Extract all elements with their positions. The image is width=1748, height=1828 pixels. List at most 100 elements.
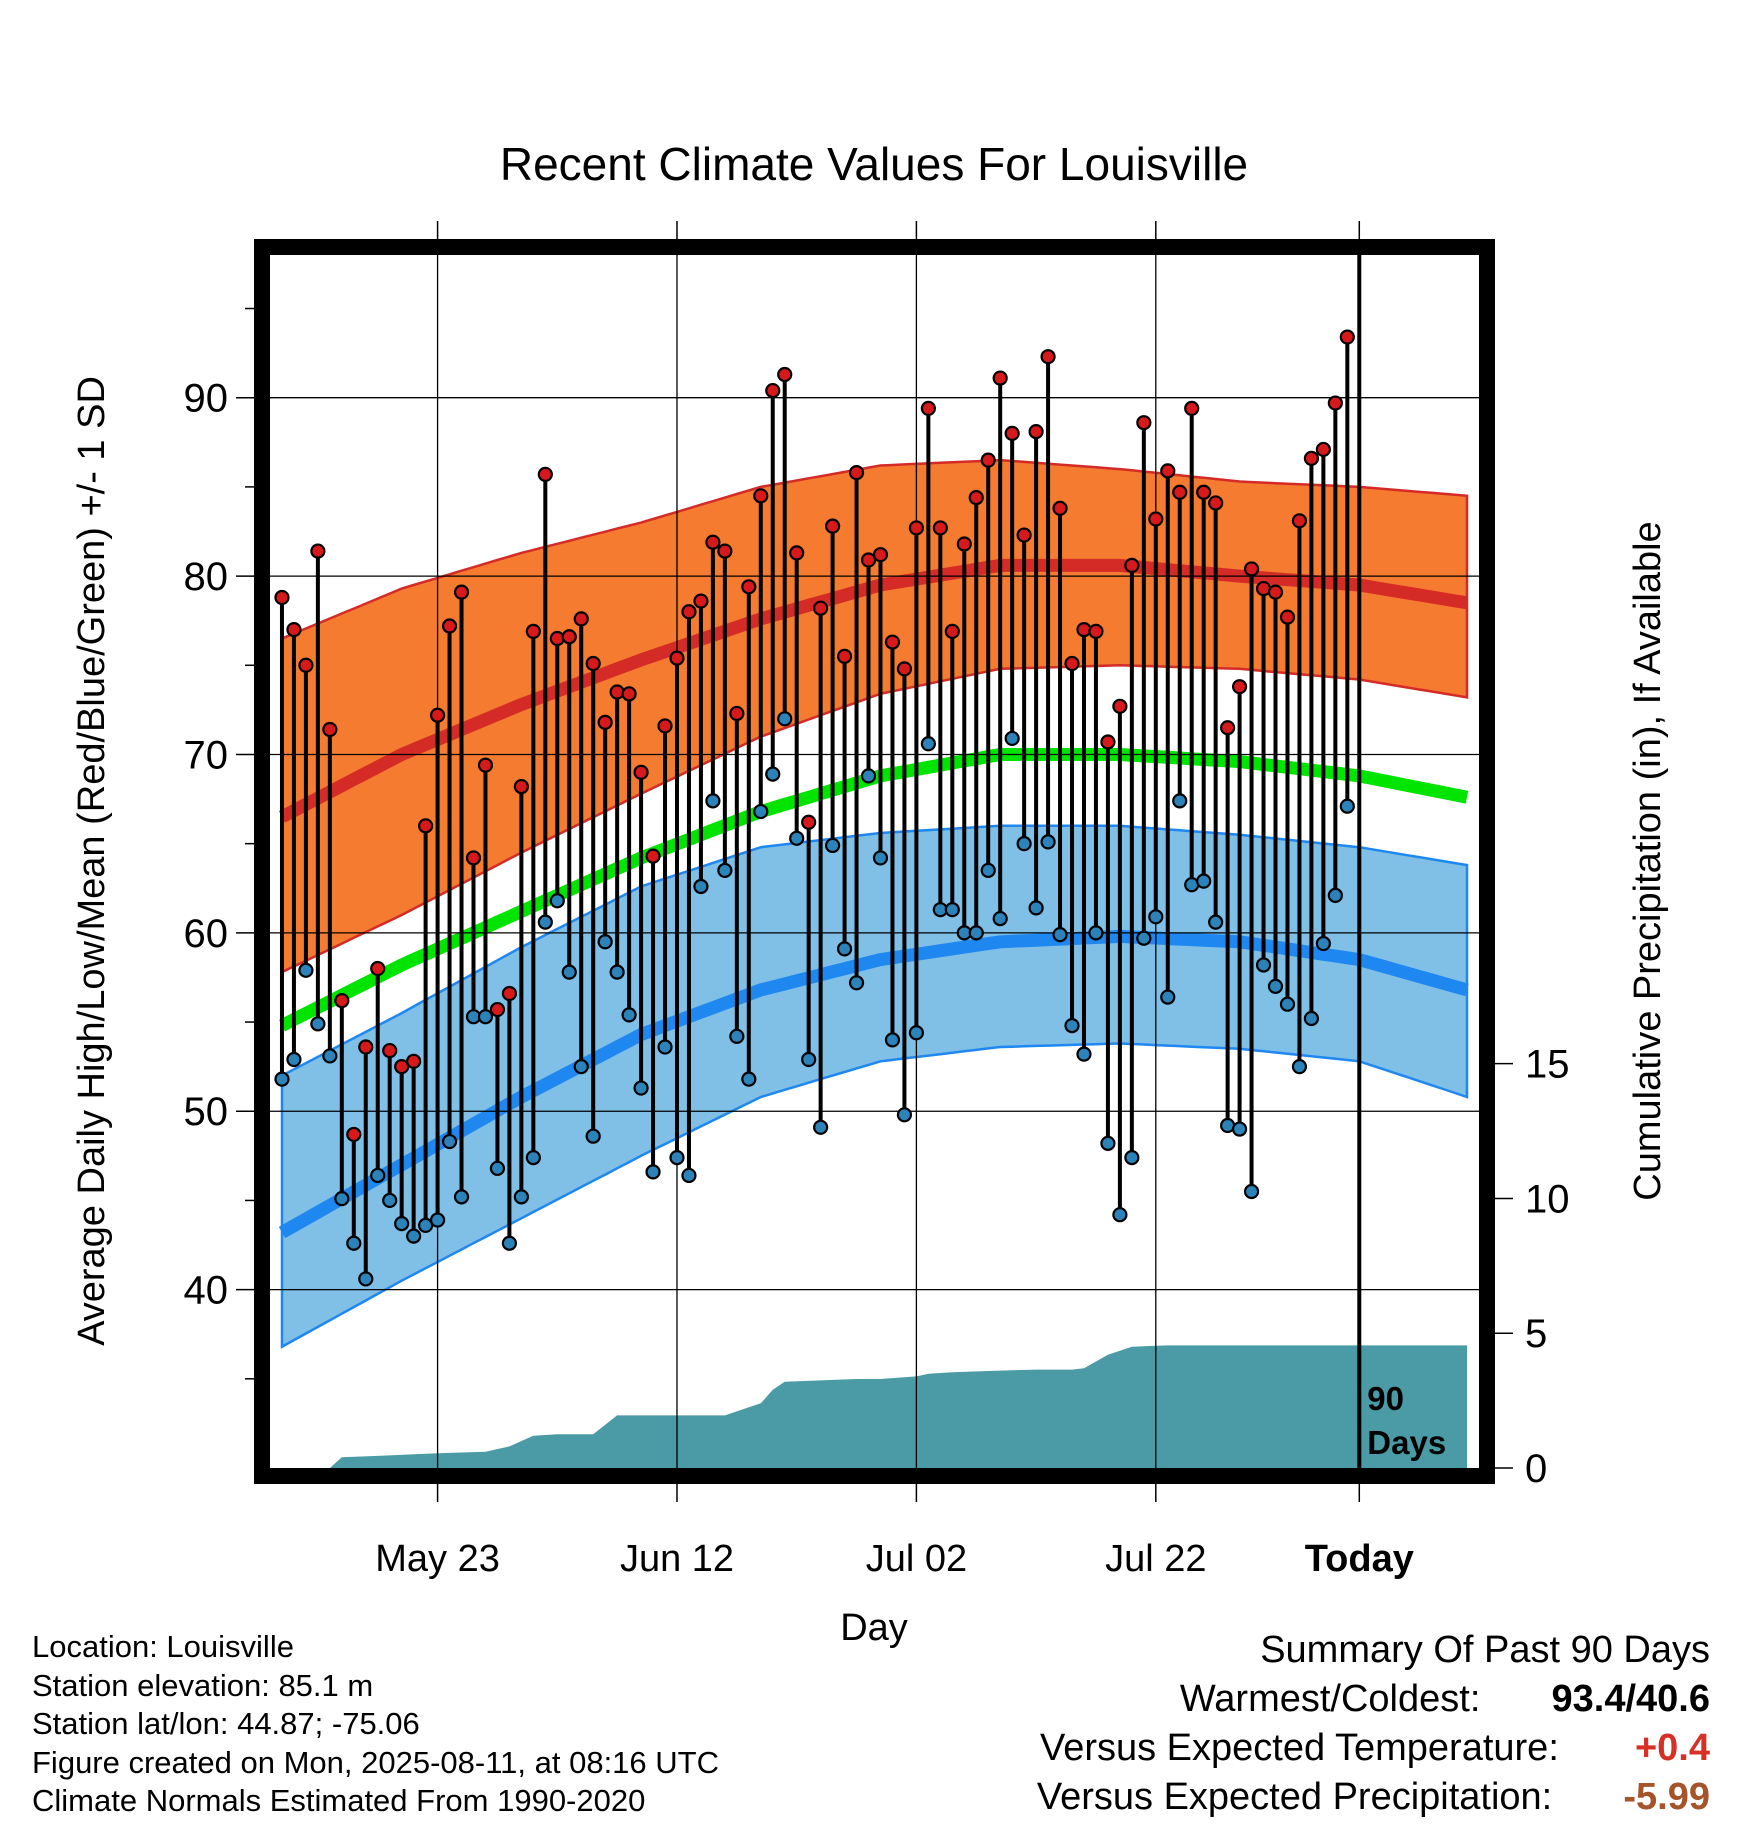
low-point — [1160, 989, 1176, 1005]
y-tick-label: 50 — [184, 1090, 229, 1134]
high-point — [633, 764, 649, 780]
low-point — [789, 830, 805, 846]
low-point — [884, 1032, 901, 1048]
low-point — [477, 1009, 494, 1025]
high-point — [334, 993, 350, 1009]
high-normal-line — [278, 558, 1469, 823]
low-point — [358, 1271, 374, 1287]
high-point — [1279, 609, 1296, 625]
low-point — [753, 803, 769, 820]
low-point — [801, 1051, 817, 1068]
low-point — [645, 1164, 661, 1180]
low-point — [1315, 935, 1331, 952]
low-point — [896, 1107, 913, 1123]
high-point — [1040, 349, 1056, 365]
low-point — [1136, 930, 1152, 946]
high-point — [561, 629, 577, 645]
low-point — [621, 1007, 637, 1023]
low-point — [525, 1150, 541, 1166]
low-point — [1196, 873, 1212, 889]
high-point — [753, 488, 769, 504]
high-point — [441, 618, 458, 634]
high-point — [1016, 527, 1032, 543]
high-point — [549, 630, 565, 647]
station-info: Location: Louisville Station elevation: … — [32, 1628, 719, 1821]
x-tick-label: Jun 12 — [620, 1538, 734, 1580]
period-label-number: 90 — [1367, 1380, 1404, 1417]
precip-anomaly-label: Versus Expected Precipitation: — [1036, 1776, 1553, 1818]
low-point — [1076, 1046, 1092, 1062]
high-point — [322, 721, 338, 738]
high-point — [501, 985, 518, 1002]
low-point — [872, 850, 889, 866]
low-point — [1172, 793, 1188, 809]
high-point — [1327, 395, 1343, 411]
high-point — [884, 634, 901, 650]
low-point — [813, 1119, 829, 1135]
high-point — [609, 684, 625, 700]
elevation-line: Station elevation: 85.1 m — [32, 1667, 374, 1703]
summary-panel: Summary Of Past 90 Days Warmest/Coldest:… — [1037, 1626, 1710, 1822]
low-point — [1124, 1150, 1140, 1166]
high-point — [1243, 561, 1260, 577]
high-point — [346, 1126, 362, 1143]
low-point — [561, 964, 577, 980]
high-point — [968, 490, 984, 506]
high-point — [980, 452, 996, 468]
high-point — [1303, 450, 1320, 466]
low-point — [968, 925, 984, 941]
low-point — [1243, 1183, 1260, 1200]
high-point — [453, 584, 470, 600]
low-point — [1016, 836, 1032, 852]
high-point — [1208, 495, 1224, 511]
low-point — [501, 1235, 518, 1251]
low-point — [1327, 887, 1343, 903]
high-point — [465, 850, 482, 866]
period-label-unit: Days — [1367, 1424, 1446, 1461]
precip-anomaly-value: -5.99 — [1623, 1776, 1710, 1818]
high-point — [597, 714, 613, 730]
high-point — [681, 604, 697, 620]
high-point — [1076, 622, 1092, 638]
low-point — [1028, 900, 1044, 916]
high-point — [932, 520, 948, 536]
high-point — [370, 960, 386, 977]
low-point — [920, 736, 936, 752]
high-point — [657, 718, 673, 734]
temp-anomaly-row: Versus Expected Temperature: +0.4 — [1037, 1724, 1710, 1773]
y2-axis-label: Cumulative Precipitation (in), If Availa… — [1627, 521, 1669, 1200]
high-point — [513, 778, 529, 795]
low-point — [836, 941, 853, 957]
low-point — [944, 902, 960, 918]
high-point — [992, 370, 1008, 386]
low-point — [992, 910, 1008, 927]
temp-anomaly-value: +0.4 — [1634, 1727, 1710, 1769]
high-point — [537, 466, 553, 483]
high-point — [1231, 679, 1248, 695]
high-point — [585, 655, 601, 672]
y2-tick-label: 10 — [1525, 1177, 1570, 1221]
high-point — [836, 648, 853, 664]
high-point — [382, 1042, 398, 1059]
high-point — [1148, 511, 1164, 527]
low-point — [609, 964, 625, 980]
chart-title: Recent Climate Values For Louisville — [500, 138, 1248, 190]
high-point — [477, 757, 494, 773]
low-point — [1303, 1010, 1320, 1027]
high-normal-band — [280, 458, 1469, 975]
high-point — [429, 707, 446, 723]
high-point — [908, 520, 924, 536]
high-point — [1172, 484, 1188, 500]
created-line: Figure created on Mon, 2025-08-11, at 08… — [32, 1744, 719, 1780]
high-point — [825, 518, 841, 534]
low-point — [717, 862, 733, 879]
high-point — [1100, 734, 1116, 750]
low-point — [334, 1191, 350, 1207]
precip-area — [282, 1345, 1467, 1468]
low-point — [1208, 914, 1224, 930]
low-point — [382, 1192, 398, 1209]
y-tick-label: 60 — [184, 912, 229, 956]
y-axis-label: Average Daily High/Low/Mean (Red/Blue/Gr… — [71, 376, 113, 1346]
low-point — [1100, 1135, 1116, 1151]
low-point — [346, 1235, 362, 1251]
